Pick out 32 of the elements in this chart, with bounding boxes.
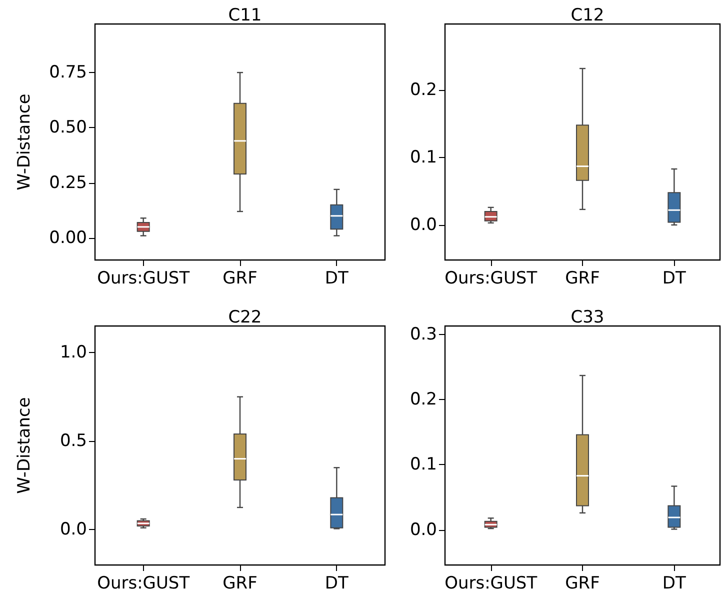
x-tick-label: DT <box>324 268 350 288</box>
x-tick-label: Ours:GUST <box>97 574 190 594</box>
y-tick-label: 0.3 <box>410 324 437 344</box>
y-tick-label: 0.0 <box>410 214 437 235</box>
chart-title: C33 <box>570 308 604 328</box>
x-tick-label: Ours:GUST <box>444 574 538 594</box>
chart-title: C12 <box>570 6 604 26</box>
y-tick-label: 0.25 <box>49 172 87 193</box>
y-axis-title: W-Distance <box>14 94 34 190</box>
x-tick-label: GRF <box>222 268 258 288</box>
x-tick-label: DT <box>662 574 687 594</box>
y-tick-label: 0.50 <box>49 118 87 138</box>
x-tick-label: GRF <box>565 574 600 594</box>
y-tick-label: 0.2 <box>410 390 437 410</box>
x-tick-label: DT <box>662 268 687 288</box>
y-tick-label: 0.0 <box>410 520 437 540</box>
x-tick-label: GRF <box>222 574 258 594</box>
y-tick-label: 0.75 <box>49 62 87 83</box>
y-tick-label: 0.00 <box>49 228 87 248</box>
y-tick-label: 0.0 <box>60 520 87 540</box>
x-tick-label: DT <box>324 574 350 594</box>
x-tick-label: GRF <box>565 268 600 288</box>
chart-title: C22 <box>228 308 262 328</box>
y-tick-label: 0.5 <box>60 431 87 452</box>
y-tick-label: 0.1 <box>410 454 437 475</box>
y-tick-label: 0.2 <box>410 80 437 100</box>
y-axis-title: W-Distance <box>14 397 34 494</box>
x-tick-label: Ours:GUST <box>97 268 190 288</box>
chart-title: C11 <box>228 6 262 26</box>
y-tick-label: 1.0 <box>60 342 87 363</box>
x-tick-label: Ours:GUST <box>444 268 538 288</box>
y-tick-label: 0.1 <box>410 148 437 168</box>
